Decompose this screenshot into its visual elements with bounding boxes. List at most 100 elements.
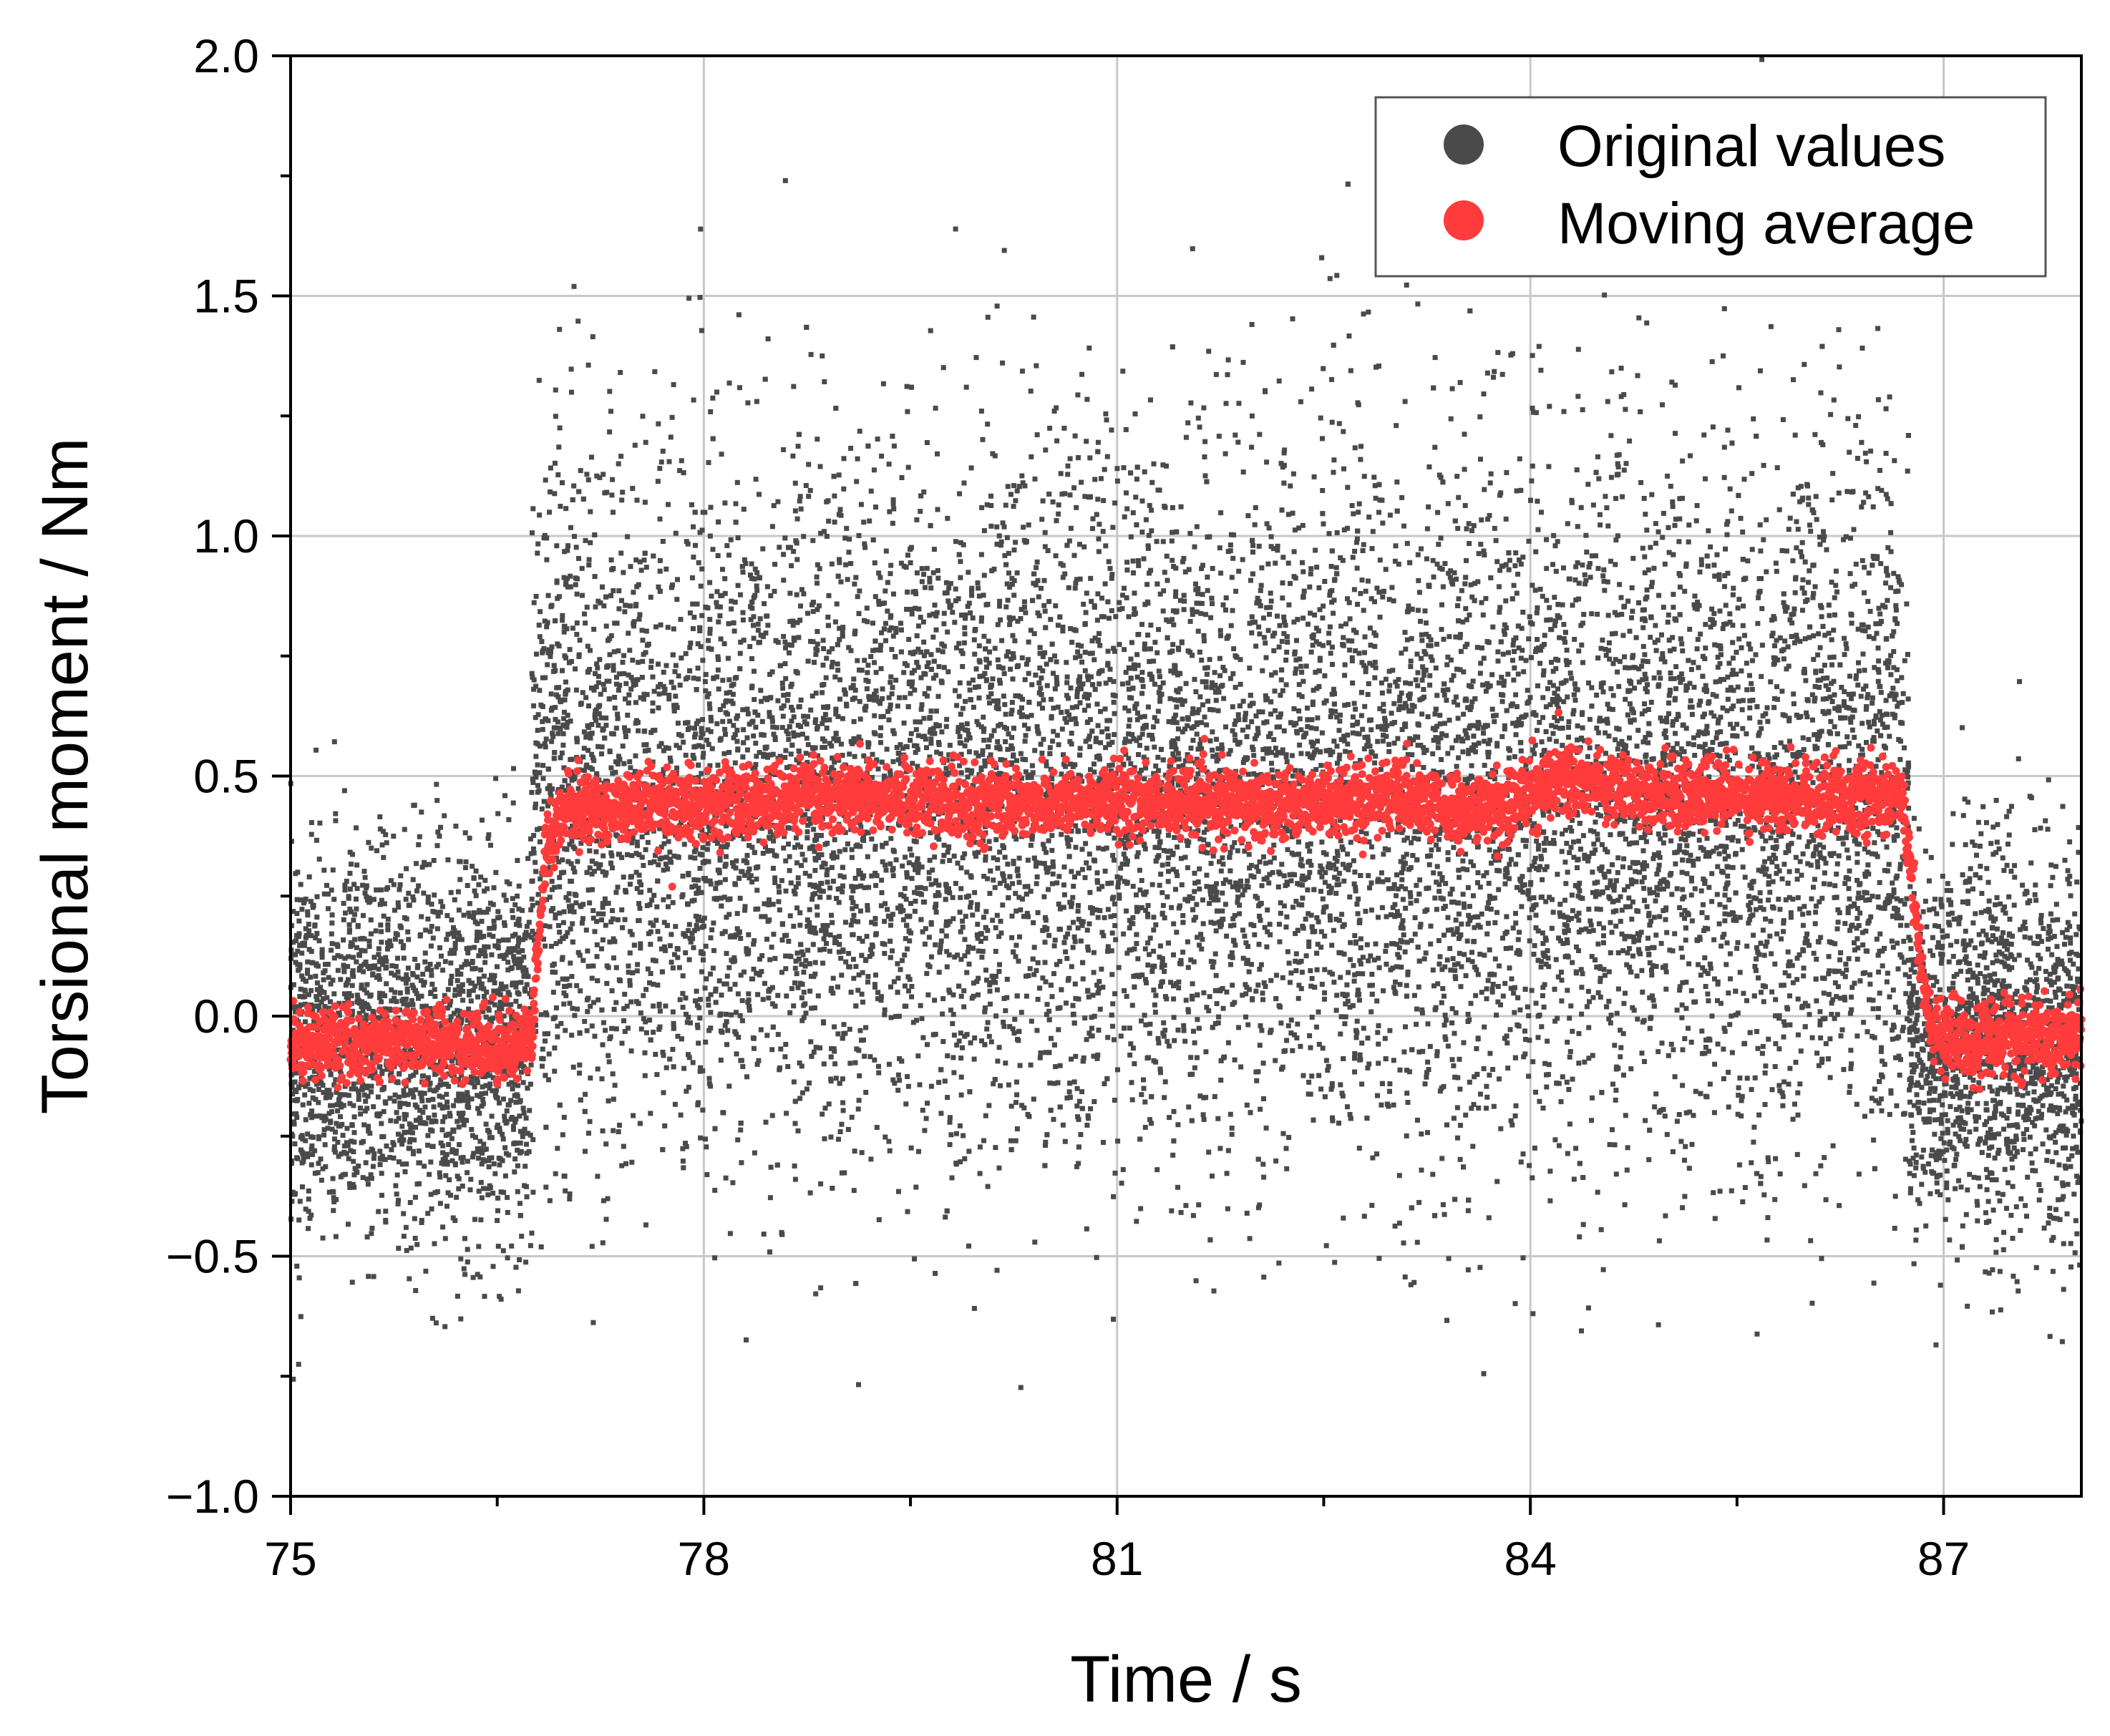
original-value-point	[888, 1015, 894, 1020]
original-value-point	[383, 1219, 389, 1225]
original-value-point	[1812, 877, 1817, 882]
original-value-point	[586, 703, 591, 708]
original-value-point	[517, 1003, 522, 1009]
original-value-point	[1066, 712, 1072, 718]
original-value-point	[346, 1221, 351, 1227]
original-value-point	[351, 1184, 357, 1190]
original-value-point	[440, 904, 445, 910]
original-value-point	[412, 1194, 418, 1200]
original-value-point	[298, 942, 303, 948]
original-value-point	[451, 1103, 457, 1108]
original-value-point	[354, 959, 359, 965]
original-value-point	[443, 1173, 449, 1179]
original-value-point	[342, 882, 348, 888]
original-value-point	[1562, 897, 1567, 903]
original-value-point	[376, 959, 382, 965]
original-value-point	[487, 1073, 492, 1078]
original-value-point	[432, 1112, 437, 1118]
original-value-point	[347, 870, 353, 876]
original-value-point	[601, 911, 606, 917]
original-value-point	[1673, 731, 1678, 736]
original-value-point	[330, 1176, 336, 1181]
original-value-point	[1095, 439, 1101, 445]
original-value-point	[883, 638, 888, 643]
original-value-point	[449, 1058, 454, 1063]
original-value-point	[862, 541, 867, 547]
original-value-point	[357, 952, 362, 958]
original-value-point	[1813, 494, 1819, 499]
original-value-point	[456, 1176, 462, 1181]
original-value-point	[297, 1199, 303, 1204]
original-value-point	[1555, 811, 1561, 817]
original-value-point	[903, 936, 908, 942]
original-value-point	[781, 633, 787, 639]
original-value-point	[543, 736, 549, 742]
original-value-point	[1656, 593, 1662, 598]
original-value-point	[293, 938, 298, 944]
original-value-point	[404, 1248, 409, 1254]
original-value-point	[465, 1259, 470, 1265]
original-value-point	[1160, 608, 1166, 614]
original-value-point	[418, 977, 424, 983]
original-value-point	[508, 950, 514, 955]
original-value-point	[342, 1092, 348, 1098]
original-value-point	[1540, 829, 1546, 835]
original-value-point	[503, 952, 509, 957]
original-value-point	[1345, 741, 1351, 747]
original-value-point	[1641, 874, 1647, 880]
original-value-point	[1721, 677, 1727, 683]
original-value-point	[1064, 674, 1070, 680]
original-value-point	[316, 857, 322, 862]
original-value-point	[452, 934, 457, 940]
original-value-point	[1392, 989, 1398, 995]
original-value-point	[787, 1010, 793, 1015]
original-value-point	[326, 1088, 332, 1093]
original-value-point	[427, 862, 432, 867]
original-value-point	[1844, 847, 1850, 853]
original-value-point	[341, 962, 346, 968]
original-value-point	[669, 414, 675, 420]
original-value-point	[988, 503, 994, 508]
original-value-point	[346, 977, 351, 982]
original-value-point	[909, 994, 915, 1000]
original-value-point	[1183, 434, 1189, 440]
original-value-point	[1835, 920, 1841, 925]
original-value-point	[1242, 887, 1248, 893]
original-value-point	[478, 874, 484, 880]
original-value-point	[346, 991, 352, 996]
original-value-point	[567, 842, 573, 847]
original-value-point	[378, 887, 384, 893]
original-value-point	[1264, 750, 1270, 756]
original-value-point	[416, 883, 422, 889]
original-value-point	[872, 560, 877, 566]
original-value-point	[1449, 745, 1455, 751]
original-value-point	[1014, 758, 1019, 764]
original-value-point	[1552, 724, 1558, 730]
original-value-point	[1598, 907, 1603, 912]
original-value-point	[1008, 711, 1014, 717]
original-value-point	[520, 948, 525, 953]
original-value-point	[1095, 1052, 1101, 1058]
original-value-point	[405, 929, 411, 935]
original-value-point	[442, 1114, 447, 1120]
original-value-point	[520, 1080, 526, 1086]
original-value-point	[827, 885, 833, 891]
original-value-point	[1180, 729, 1185, 735]
original-value-point	[407, 1129, 412, 1135]
original-value-point	[301, 976, 306, 982]
original-value-point	[1034, 432, 1040, 438]
original-value-point	[918, 884, 923, 890]
original-value-point	[344, 980, 350, 986]
original-value-point	[396, 904, 402, 910]
original-value-point	[1194, 720, 1200, 726]
original-value-point	[706, 459, 711, 465]
original-value-point	[435, 829, 441, 835]
original-value-point	[329, 912, 335, 918]
original-value-point	[522, 1126, 528, 1132]
original-value-point	[1211, 920, 1217, 926]
original-value-point	[898, 742, 903, 748]
original-value-point	[460, 1159, 465, 1165]
original-value-point	[1792, 590, 1798, 595]
original-value-point	[329, 941, 335, 947]
original-value-point	[1713, 693, 1719, 699]
